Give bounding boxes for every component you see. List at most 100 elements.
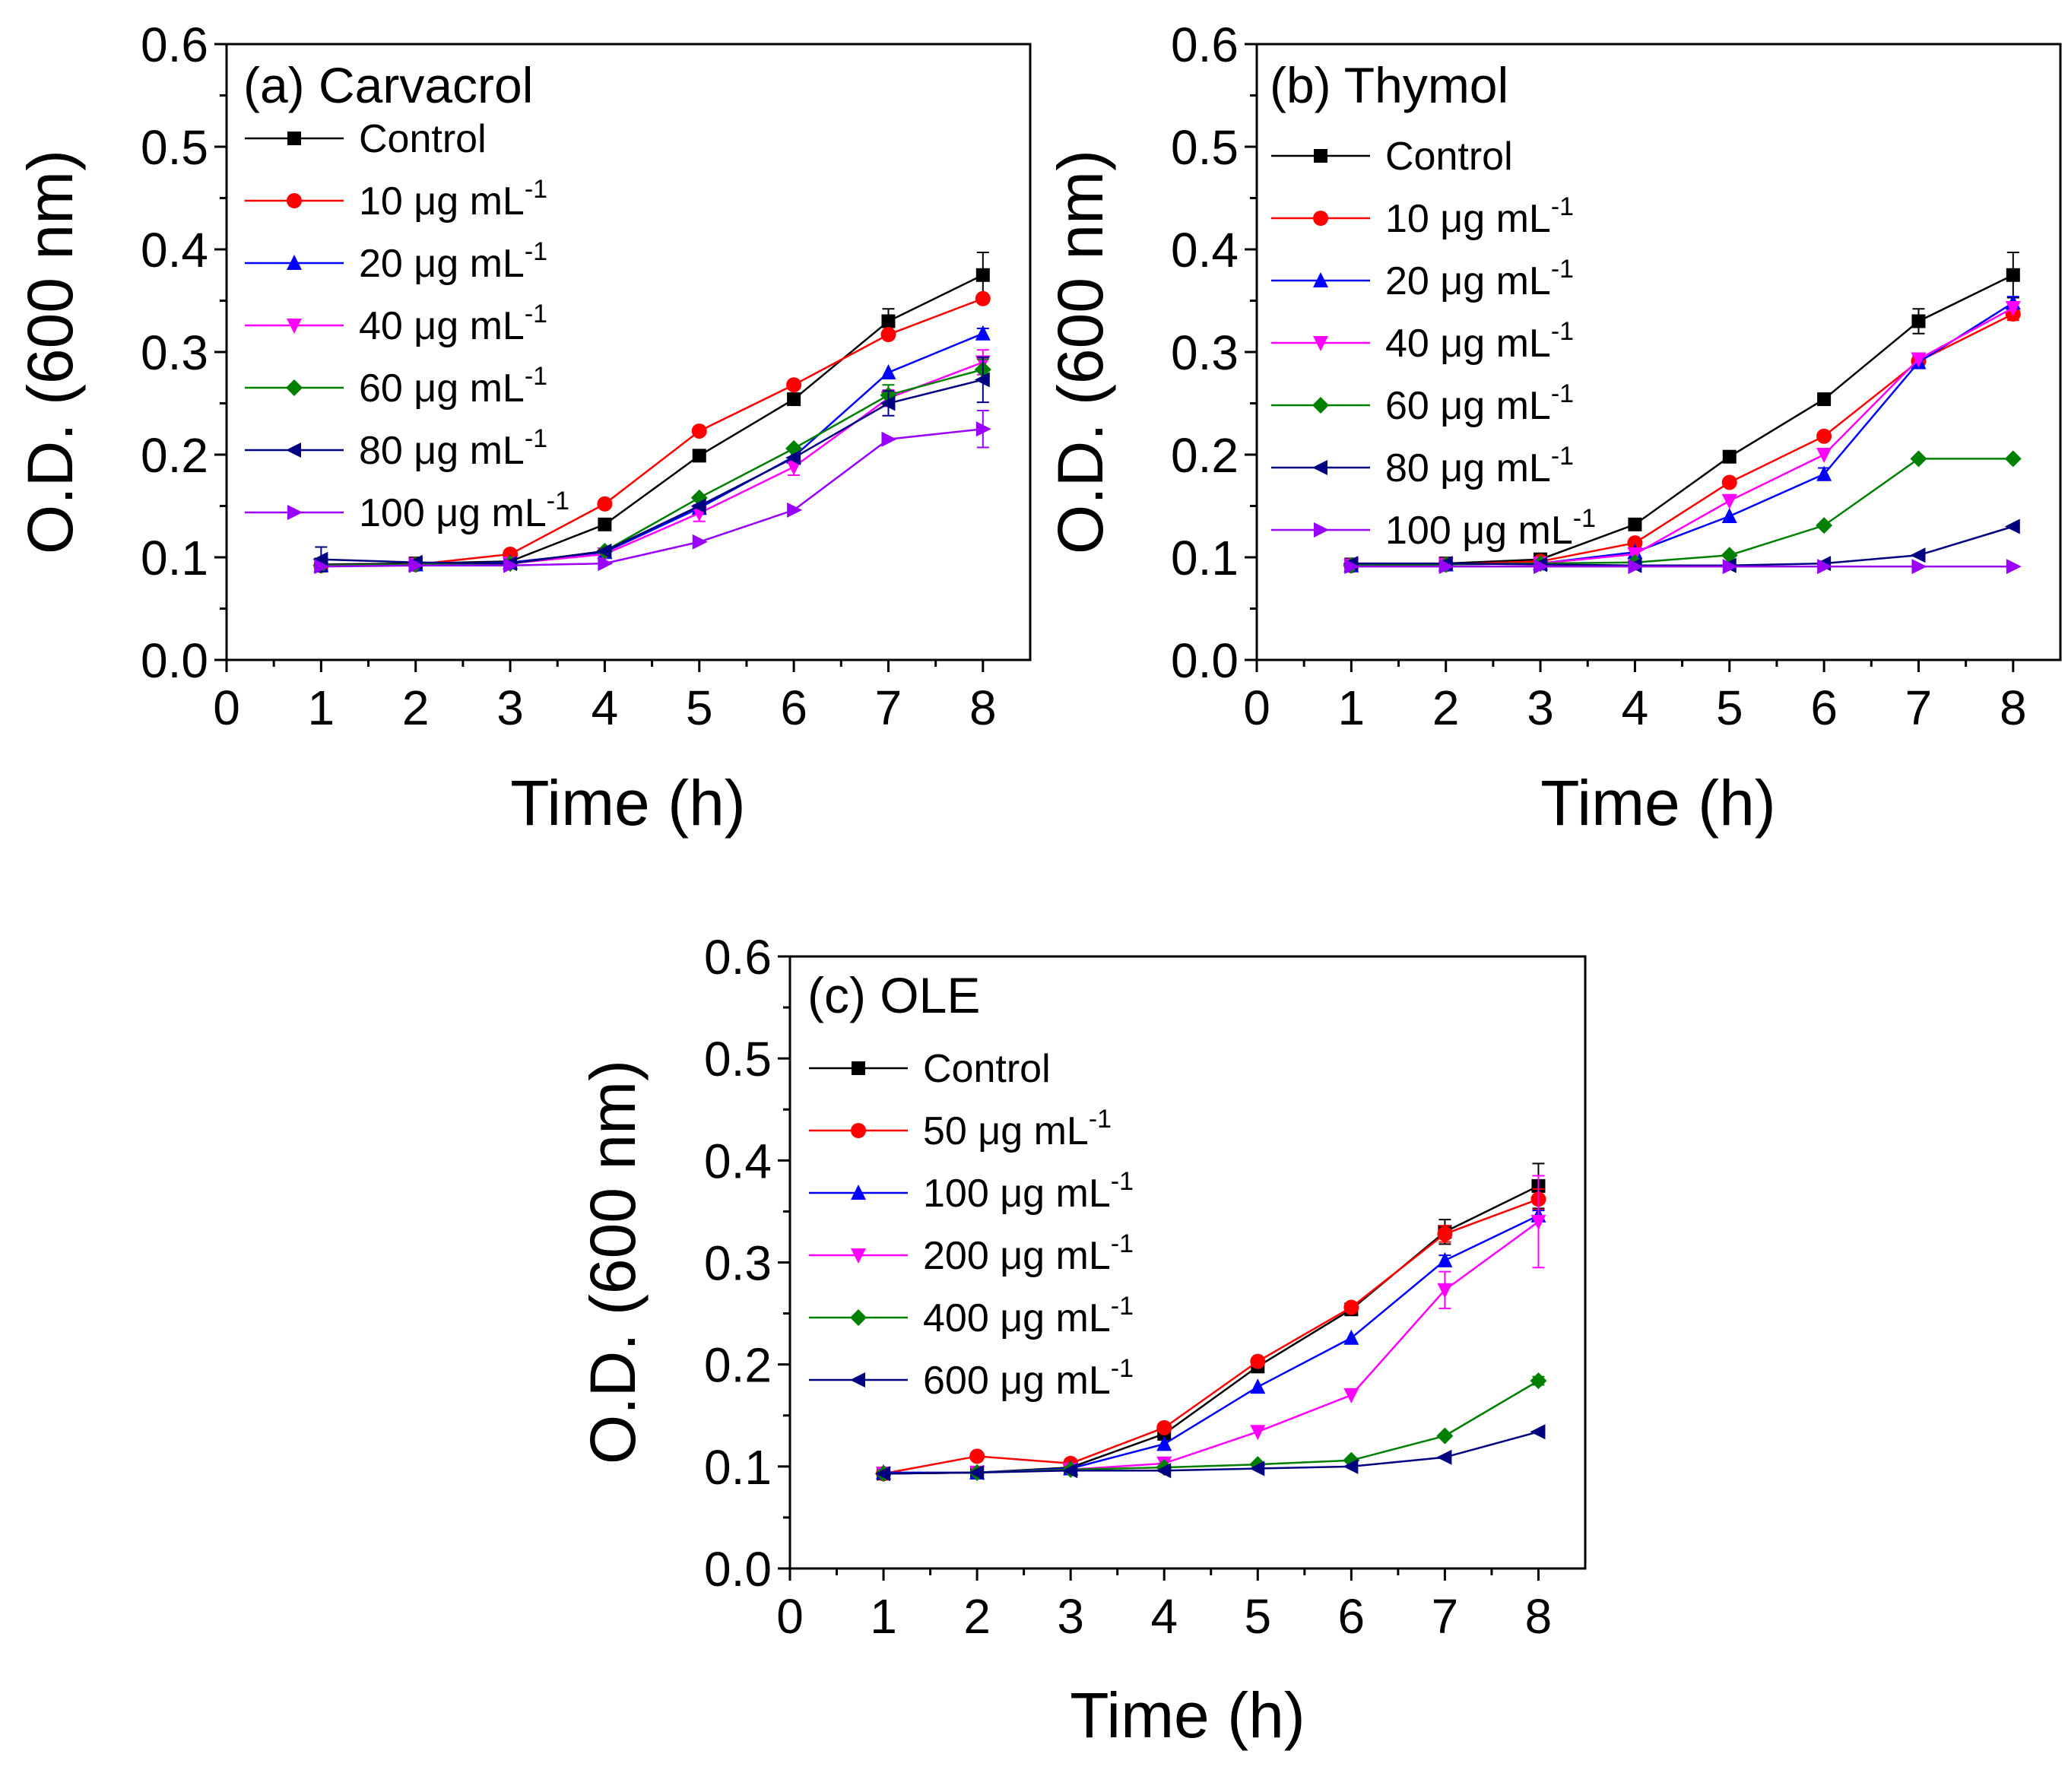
chart-b-legend-label: 20 μg mL-1 xyxy=(1385,255,1574,303)
chart-a-data-point xyxy=(975,421,991,437)
chart-a-data-point xyxy=(692,534,708,550)
chart-c-data-point xyxy=(1343,1388,1359,1403)
chart-b-data-point xyxy=(2004,519,2020,534)
chart-a-x-tick-label: 0 xyxy=(213,680,240,735)
chart-a-data-point xyxy=(787,502,803,518)
chart-c-legend-label: Control xyxy=(923,1047,1051,1091)
chart-b-x-tick-label: 1 xyxy=(1338,680,1365,735)
chart-c-legend-item: 600 μg mL-1 xyxy=(809,1354,1134,1403)
chart-b-legend-marker xyxy=(1313,336,1328,351)
chart-b-data-point xyxy=(1911,559,1927,575)
chart-c-y-tick-label: 0.5 xyxy=(704,1032,772,1086)
chart-b-y-tick-label: 0.4 xyxy=(1171,223,1239,278)
chart-b-data-point xyxy=(1627,535,1643,551)
chart-b-legend-item: 40 μg mL-1 xyxy=(1271,317,1574,366)
chart-a-data-point xyxy=(312,551,328,567)
chart-a-x-tick-label: 7 xyxy=(875,680,902,735)
chart-b-x-tick-label: 0 xyxy=(1243,680,1270,735)
chart-b-legend-item: Control xyxy=(1271,135,1513,179)
chart-b-x-tick-label: 3 xyxy=(1527,680,1554,735)
chart-a-data-point xyxy=(690,498,706,514)
chart-a-legend-label: 80 μg mL-1 xyxy=(359,424,547,473)
chart-a-data-point xyxy=(408,557,424,573)
chart-a-x-tick-label: 5 xyxy=(686,680,713,735)
chart-a-data-point xyxy=(974,372,990,388)
chart-c-legend-item: 400 μg mL-1 xyxy=(809,1292,1134,1340)
chart-a-legend: Control 10 μg mL-1 20 μg mL-1 40 μg mL-1 60 … xyxy=(245,117,569,535)
chart-b-legend-label: 60 μg mL-1 xyxy=(1385,379,1574,428)
chart-a-panel: 0 1 2 3 4 5 6 7 8 0.0 0.1 0.2 0.3 0.4 0.5 0.6 Time (h) O.… xyxy=(14,17,1032,839)
chart-c-legend-item: 200 μg mL-1 xyxy=(809,1229,1134,1278)
chart-a-series-line xyxy=(321,379,984,565)
chart-a-legend-marker xyxy=(287,132,301,145)
chart-a-legend-item: 20 μg mL-1 xyxy=(245,237,547,286)
chart-a-legend-item: Control xyxy=(245,117,487,161)
chart-b-data-point xyxy=(1722,559,1738,575)
chart-a-y-tick-label: 0.1 xyxy=(141,531,208,585)
chart-a-legend-item: 60 μg mL-1 xyxy=(245,362,547,411)
chart-b-plot-frame xyxy=(1255,43,2062,661)
chart-c-data-point xyxy=(1530,1372,1547,1390)
chart-a-legend-label: 20 μg mL-1 xyxy=(359,237,547,286)
chart-b-legend-marker xyxy=(1312,397,1329,414)
chart-b-y-tick-label: 0.2 xyxy=(1171,428,1239,483)
chart-a-legend-item: 10 μg mL-1 xyxy=(245,175,547,224)
chart-c-data-point xyxy=(1156,1419,1172,1435)
chart-c-data-point xyxy=(1249,1461,1265,1476)
chart-c-y-tick-label: 0.4 xyxy=(704,1134,772,1188)
chart-b-data-point xyxy=(2006,268,2020,282)
chart-a-legend-marker xyxy=(286,442,301,458)
chart-c-data-point xyxy=(1062,1463,1078,1479)
chart-b-data-point xyxy=(1438,559,1454,575)
chart-b-y-axis-title: O.D. (600 nm) xyxy=(1045,150,1116,554)
chart-c-x-tick-label: 8 xyxy=(1525,1589,1553,1644)
chart-c-x-tick-label: 3 xyxy=(1057,1589,1084,1644)
chart-b-data-point xyxy=(2006,559,2022,575)
chart-c-y-tick-label: 0.6 xyxy=(704,930,772,985)
chart-c-data-point xyxy=(1343,1329,1359,1345)
chart-b-legend-item: 80 μg mL-1 xyxy=(1271,442,1574,490)
chart-a-x-tick-label: 3 xyxy=(496,680,524,735)
chart-a-legend-label: 40 μg mL-1 xyxy=(359,300,547,348)
chart-a-data-point xyxy=(786,460,802,476)
chart-a-legend-label: Control xyxy=(359,117,487,161)
chart-b-legend-label: 40 μg mL-1 xyxy=(1385,317,1574,366)
chart-a-panel-title: (a) Carvacrol xyxy=(243,57,533,113)
chart-b-data-point xyxy=(1721,508,1737,523)
chart-c-data-point xyxy=(969,1464,985,1480)
chart-b-data-point xyxy=(1817,392,1832,407)
chart-b-data-point xyxy=(1910,450,1927,468)
chart-a-data-point xyxy=(880,395,896,411)
chart-c-legend-marker xyxy=(850,1309,867,1326)
chart-b-data-point xyxy=(1911,314,1926,328)
chart-b-legend-item: 10 μg mL-1 xyxy=(1271,192,1574,241)
chart-a-data-point xyxy=(785,450,801,466)
chart-a-series-line xyxy=(321,428,983,568)
chart-a-legend-marker xyxy=(287,193,302,208)
chart-b-panel-title: (b) Thymol xyxy=(1270,57,1508,113)
chart-a-x-tick-label: 8 xyxy=(969,680,997,735)
chart-b-legend-label: Control xyxy=(1385,135,1513,179)
chart-c-legend-item: Control xyxy=(809,1047,1051,1091)
chart-b-legend-marker xyxy=(1313,211,1328,226)
chart-c-legend-label: 100 μg mL-1 xyxy=(923,1167,1134,1216)
chart-a-y-tick-label: 0.6 xyxy=(141,17,208,72)
chart-c-legend-item: 50 μg mL-1 xyxy=(809,1105,1112,1153)
chart-c-data-point xyxy=(1436,1427,1454,1445)
chart-c-series-5 xyxy=(875,1424,1546,1482)
chart-c-legend-marker xyxy=(852,1061,865,1075)
chart-a-legend-item: 40 μg mL-1 xyxy=(245,300,547,348)
chart-a-series-line xyxy=(321,368,984,567)
chart-a-y-tick-label: 0.3 xyxy=(141,325,208,380)
chart-c-x-tick-label: 2 xyxy=(963,1589,991,1644)
chart-a-data-point xyxy=(598,556,614,572)
chart-c-legend-item: 100 μg mL-1 xyxy=(809,1167,1134,1216)
chart-b-series-line xyxy=(1351,525,2014,567)
chart-a-data-point xyxy=(787,392,801,407)
chart-a-data-point xyxy=(975,325,991,341)
chart-c-legend-marker xyxy=(851,1185,866,1200)
chart-c-x-axis-title: Time (h) xyxy=(1070,1679,1305,1751)
chart-a-y-tick-label: 0.5 xyxy=(141,120,208,175)
chart-c-x-tick-label: 5 xyxy=(1244,1589,1271,1644)
chart-c-x-tick-label: 7 xyxy=(1432,1589,1459,1644)
